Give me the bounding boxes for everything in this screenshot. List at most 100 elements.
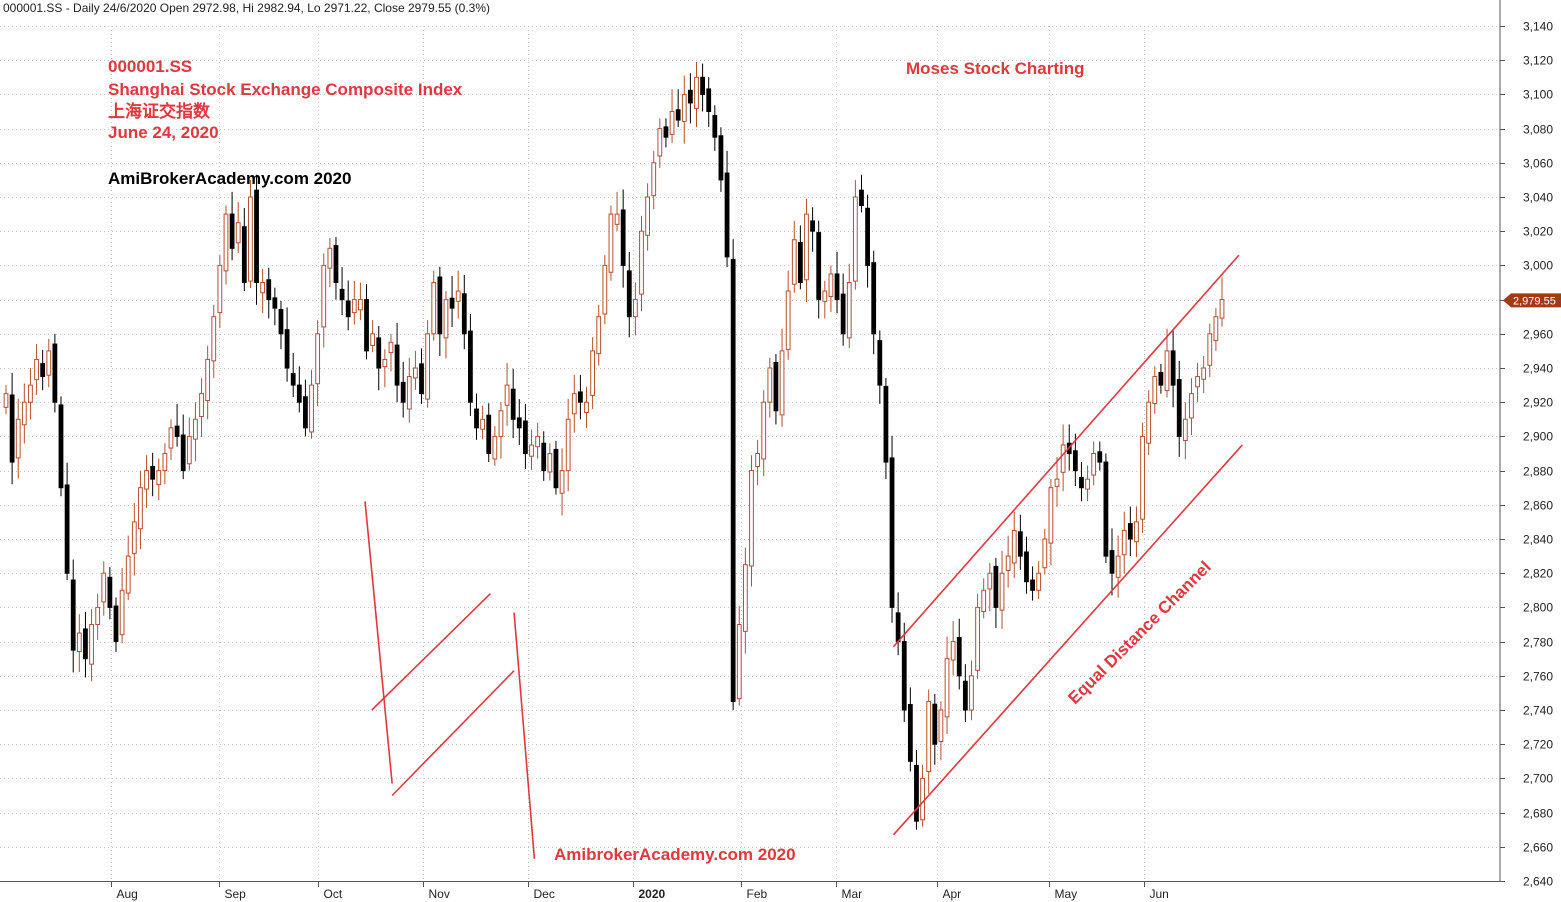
- candle-body: [822, 290, 828, 302]
- candle-body: [327, 247, 333, 269]
- candle-body: [895, 612, 901, 643]
- candle-body: [999, 572, 1005, 611]
- candle-body: [1097, 451, 1103, 463]
- candle-body: [119, 589, 125, 636]
- candle-body: [1152, 376, 1158, 405]
- chinese-name: 上海证交指数: [108, 101, 211, 121]
- candle-body: [1103, 461, 1109, 557]
- candle-body: [70, 579, 76, 651]
- candle-body: [260, 282, 266, 294]
- x-tick-label: May: [1055, 887, 1078, 901]
- candle-body: [504, 384, 510, 406]
- trend-line: [391, 670, 515, 797]
- candle-body: [614, 213, 620, 225]
- candle-body: [21, 401, 27, 426]
- trend-line: [513, 612, 536, 859]
- candle-body: [944, 658, 950, 718]
- y-tick-label: 3,140: [1523, 20, 1553, 34]
- candle-body: [266, 279, 272, 301]
- candle-body: [272, 297, 278, 309]
- candle-body: [413, 367, 418, 379]
- y-tick-label: 2,900: [1523, 430, 1553, 444]
- candle-body: [590, 350, 596, 396]
- candle-body: [235, 222, 241, 244]
- y-tick-label: 3,000: [1523, 259, 1553, 273]
- y-tick-label: 2,700: [1523, 772, 1553, 786]
- candle-body: [1134, 521, 1139, 543]
- candle-body: [687, 89, 693, 104]
- candle-body: [761, 401, 767, 460]
- candle-body: [113, 605, 119, 643]
- candle-body: [1060, 444, 1066, 473]
- candle-body: [131, 521, 137, 554]
- candle-body: [969, 675, 974, 711]
- candle-body: [3, 393, 9, 408]
- y-tick-label: 2,660: [1523, 841, 1553, 855]
- candle-body: [1072, 450, 1078, 472]
- candle-body: [645, 196, 651, 236]
- candle-body: [1207, 333, 1213, 366]
- candle-body: [694, 76, 699, 109]
- candle-body: [938, 709, 944, 742]
- candle-body: [1036, 572, 1042, 591]
- candle-body: [962, 680, 968, 711]
- candle-body: [95, 606, 101, 626]
- candle-body: [382, 358, 388, 368]
- candle-body: [565, 418, 571, 472]
- candle-body: [901, 641, 907, 711]
- candle-body: [248, 196, 253, 282]
- x-tick-label: Apr: [943, 887, 962, 901]
- candle-body: [950, 641, 956, 661]
- candle-body: [107, 576, 113, 608]
- candle-body: [1201, 367, 1207, 380]
- y-tick-label: 2,780: [1523, 636, 1553, 650]
- candle-body: [1146, 401, 1152, 444]
- candle-body: [443, 299, 449, 339]
- candle-body: [1170, 350, 1176, 386]
- candle-body: [559, 470, 565, 494]
- candle-body: [89, 624, 94, 665]
- candle-body: [516, 417, 522, 429]
- candle-body: [889, 457, 895, 608]
- candle-body: [52, 343, 58, 403]
- candle-body: [510, 388, 516, 420]
- candle-body: [706, 88, 712, 113]
- candle-body: [303, 396, 308, 429]
- candle-body: [180, 434, 186, 472]
- candle-body: [1011, 529, 1017, 564]
- candle-body: [1189, 393, 1194, 419]
- candle-body: [1109, 550, 1115, 574]
- candle-body: [626, 270, 632, 318]
- candle-body: [254, 189, 259, 283]
- candle-body: [584, 401, 589, 413]
- y-tick-label: 2,820: [1523, 567, 1553, 581]
- candle-body: [834, 273, 840, 301]
- candle-body: [1024, 551, 1029, 583]
- brand-top: AmiBrokerAcademy.com 2020: [108, 169, 351, 188]
- candle-body: [785, 290, 791, 351]
- candle-body: [290, 372, 296, 386]
- y-tick-label: 2,720: [1523, 738, 1553, 752]
- candle-body: [956, 636, 962, 677]
- candle-body: [162, 453, 168, 472]
- candle-body: [1091, 453, 1097, 476]
- candle-body: [577, 391, 583, 403]
- candle-body: [651, 162, 657, 197]
- candle-body: [541, 442, 547, 472]
- candle-body: [211, 316, 217, 362]
- index-name: Shanghai Stock Exchange Composite Index: [108, 80, 463, 99]
- candle-body: [486, 414, 492, 455]
- y-tick-label: 2,860: [1523, 499, 1553, 513]
- candle-body: [932, 703, 938, 745]
- last-price-value: 2,979.55: [1513, 295, 1556, 307]
- candle-body: [724, 172, 730, 258]
- y-tick-label: 2,880: [1523, 465, 1553, 479]
- candle-body: [419, 363, 424, 395]
- candle-body: [1213, 316, 1219, 342]
- candle-body: [321, 264, 327, 328]
- candle-body: [1158, 371, 1164, 386]
- trend-line: [364, 501, 393, 784]
- candle-body: [926, 700, 932, 773]
- candle-body: [1176, 379, 1182, 437]
